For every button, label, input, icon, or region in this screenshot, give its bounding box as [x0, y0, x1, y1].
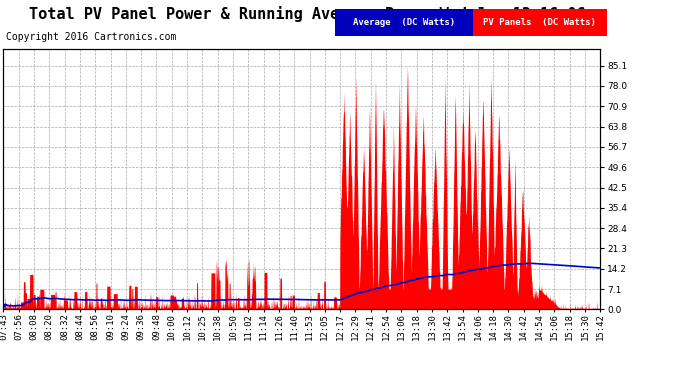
Text: Average  (DC Watts): Average (DC Watts): [353, 18, 455, 27]
Text: Total PV Panel Power & Running Average Power Wed Jan 13 16:06: Total PV Panel Power & Running Average P…: [29, 6, 585, 22]
Text: PV Panels  (DC Watts): PV Panels (DC Watts): [484, 18, 596, 27]
Text: Copyright 2016 Cartronics.com: Copyright 2016 Cartronics.com: [6, 32, 176, 42]
